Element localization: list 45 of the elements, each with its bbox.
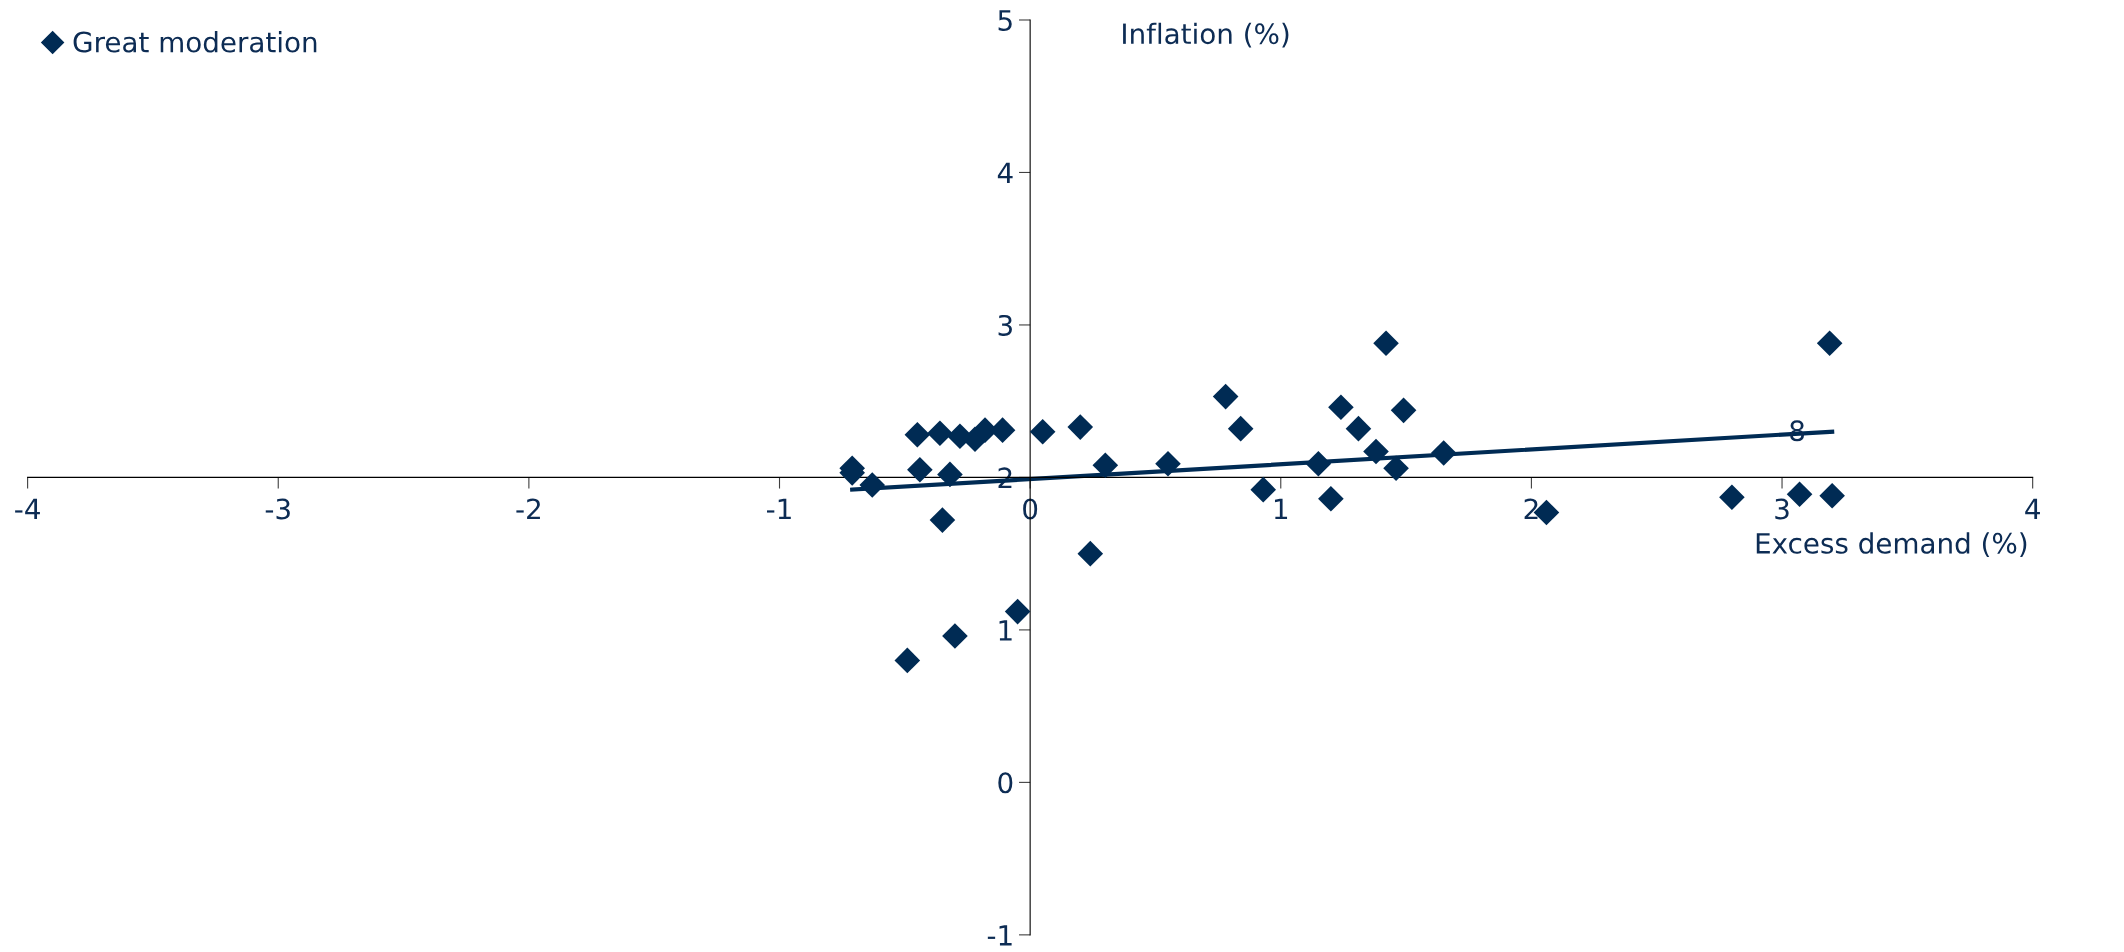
y-tick-label: 0 xyxy=(998,772,1013,794)
point xyxy=(1029,418,1056,445)
point xyxy=(937,461,963,488)
x-tick-label: 2 xyxy=(1524,498,1538,520)
point xyxy=(1092,452,1119,479)
x-tick-label: 1 xyxy=(1274,498,1288,520)
point xyxy=(1363,438,1389,465)
point xyxy=(1816,330,1843,357)
x-tick-label: -2 xyxy=(516,498,540,520)
point xyxy=(1067,414,1094,440)
point xyxy=(1373,330,1399,357)
y-tick-label: 1 xyxy=(999,620,1012,641)
x-tick-label: 4 xyxy=(2025,498,2040,520)
point xyxy=(1328,394,1354,421)
point xyxy=(1719,484,1745,511)
x-tick-label: -4 xyxy=(15,498,40,520)
point xyxy=(942,623,968,649)
point xyxy=(1155,450,1181,477)
point xyxy=(1819,482,1845,509)
y-axis-title: Inflation (%) xyxy=(1123,22,1289,48)
point xyxy=(904,421,931,448)
point xyxy=(1305,450,1332,477)
point xyxy=(1383,455,1409,482)
point xyxy=(1077,540,1104,567)
legend-label: Great moderation xyxy=(73,31,317,53)
y-tick-label: 4 xyxy=(997,162,1013,184)
x-axis-title: Excess demand (%) xyxy=(1756,532,2027,558)
point xyxy=(929,507,956,533)
point xyxy=(1318,485,1344,512)
point xyxy=(1430,440,1457,466)
point xyxy=(1227,415,1254,442)
point xyxy=(1390,397,1417,424)
y-tick-label: 3 xyxy=(998,314,1012,336)
x-tick-label: 3 xyxy=(1775,498,1789,520)
point xyxy=(894,647,921,674)
x-tick-label: -3 xyxy=(265,498,290,520)
point xyxy=(907,457,933,483)
point xyxy=(1345,415,1372,442)
y-tick-label: 5 xyxy=(998,10,1012,31)
point xyxy=(1250,476,1277,503)
y-tick-label: -1 xyxy=(987,925,1012,946)
point xyxy=(1212,383,1239,410)
point xyxy=(927,420,953,447)
x-tick-label: -1 xyxy=(767,498,791,520)
point xyxy=(859,472,886,498)
